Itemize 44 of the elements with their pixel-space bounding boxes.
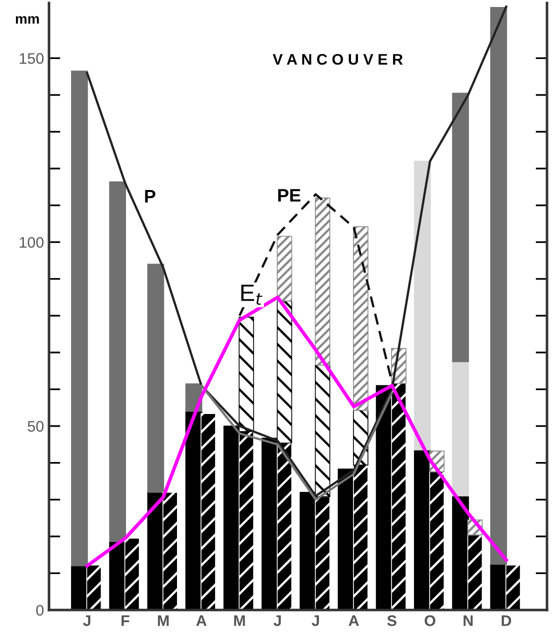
bar: [429, 471, 445, 610]
x-tick-label: A: [196, 615, 207, 626]
y-axis-title: mm: [16, 16, 39, 24]
bar: [276, 236, 292, 302]
x-tick-label: D: [502, 615, 512, 626]
series-label: E$_{t}$: [241, 284, 262, 305]
bar: [505, 564, 521, 610]
bar: [162, 492, 178, 610]
x-tick-label: J: [274, 615, 281, 626]
series-label: P: [145, 190, 156, 202]
bar: [391, 382, 406, 610]
x-tick-label: F: [122, 615, 130, 626]
line-series: [86, 6, 508, 498]
bar: [452, 361, 469, 496]
bar: [314, 198, 330, 366]
y-tick-label: 50: [28, 420, 44, 432]
x-tick-label: J: [83, 615, 90, 626]
x-tick-label: M: [158, 615, 169, 626]
x-tick-label: J: [312, 615, 319, 626]
bar: [147, 264, 164, 493]
bar: [276, 442, 292, 610]
bar: [109, 181, 126, 542]
bar: [490, 6, 508, 565]
bar: [353, 464, 368, 610]
y-tick-label: 0: [36, 604, 44, 616]
text: V A N C O U V E R: [272, 54, 403, 65]
bar: [467, 534, 483, 610]
x-tick-label: S: [387, 615, 396, 626]
series-label: PE: [278, 189, 300, 202]
bar: [86, 564, 102, 610]
y-tick-label: 100: [20, 236, 44, 248]
bar: [200, 413, 216, 610]
bar: [414, 160, 431, 450]
x-tick-label: N: [464, 615, 473, 626]
bar: [238, 431, 254, 610]
y-tick-label: 150: [20, 53, 44, 64]
x-tick-label: O: [424, 615, 436, 626]
bar: [71, 70, 88, 566]
x-tick-label: M: [234, 615, 245, 626]
bar: [124, 538, 140, 610]
bar: [314, 496, 330, 610]
bar: [353, 226, 368, 411]
bar: [452, 92, 469, 362]
x-tick-label: A: [348, 615, 359, 626]
